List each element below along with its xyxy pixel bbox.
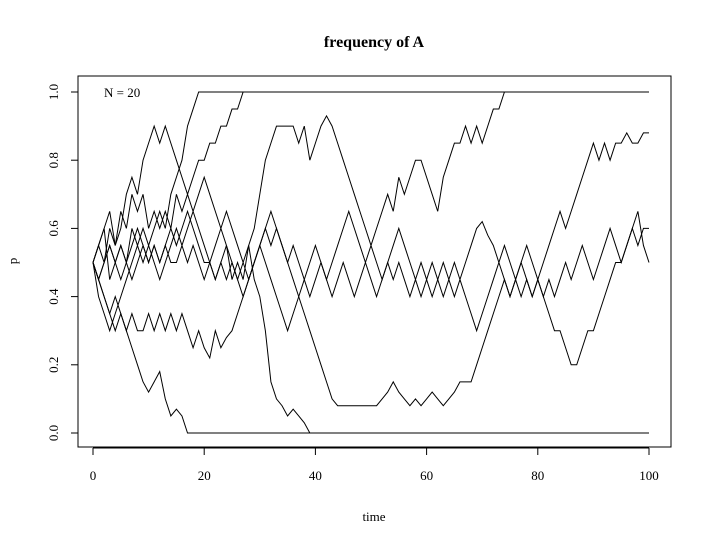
y-tick-label: 0.2: [46, 357, 61, 373]
y-tick-label: 0.8: [46, 152, 61, 168]
x-tick-label: 20: [198, 468, 211, 483]
series-lines: [92, 91, 650, 434]
series-line-7: [92, 209, 649, 333]
series-line-1: [92, 91, 644, 280]
x-tick-label: 60: [420, 468, 433, 483]
sample-size-annotation: N = 20: [104, 85, 140, 100]
x-tick-label: 0: [90, 468, 97, 483]
x-axis-label: time: [362, 509, 385, 524]
series-line-8: [92, 131, 649, 333]
series-line-6: [92, 211, 650, 407]
x-axis: 0 20 40 60 80 100: [90, 447, 659, 483]
y-tick-label: 1.0: [46, 84, 61, 100]
y-tick-label: 0.6: [46, 220, 61, 237]
y-axis: 0.0 0.2 0.4 0.6 0.8 1.0: [46, 84, 79, 441]
y-tick-label: 0.0: [46, 425, 61, 441]
y-axis-label: p: [5, 258, 20, 265]
y-tick-label: 0.4: [46, 288, 61, 305]
series-line-3: [92, 91, 649, 282]
x-tick-label: 80: [531, 468, 544, 483]
x-tick-label: 100: [639, 468, 659, 483]
series-line-5: [92, 209, 649, 434]
chart-title: frequency of A: [324, 34, 425, 51]
x-tick-label: 40: [309, 468, 322, 483]
